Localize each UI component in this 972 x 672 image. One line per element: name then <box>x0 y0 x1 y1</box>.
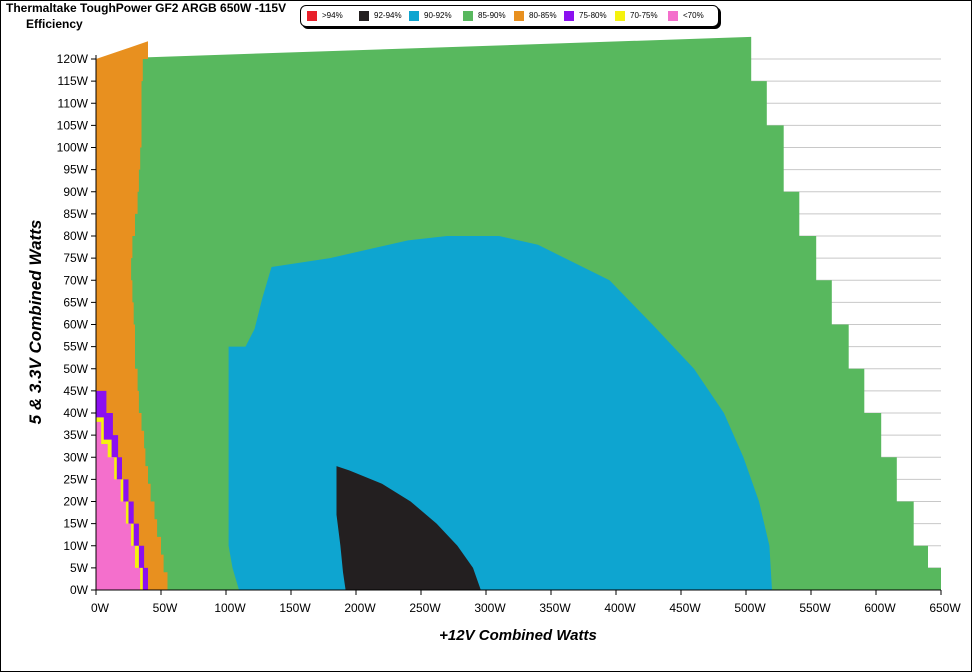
x-tick-label: 50W <box>153 601 178 615</box>
chart-title: Thermaltake ToughPower GF2 ARGB 650W -11… <box>6 1 287 15</box>
y-tick-label: 50W <box>63 362 88 376</box>
legend-swatch <box>615 11 625 21</box>
legend-label: 92-94% <box>374 11 402 20</box>
y-tick-label: 65W <box>63 295 88 309</box>
legend-label: >94% <box>322 11 343 20</box>
legend-label: <70% <box>683 11 704 20</box>
x-tick-label: 500W <box>734 601 766 615</box>
y-tick-label: 100W <box>57 141 89 155</box>
y-tick-label: 85W <box>63 207 88 221</box>
legend-swatch <box>668 11 678 21</box>
y-tick-label: 30W <box>63 450 88 464</box>
y-tick-label: 40W <box>63 406 88 420</box>
x-axis-title: +12V Combined Watts <box>439 627 597 644</box>
y-tick-label: 120W <box>57 52 89 66</box>
legend-swatch <box>307 11 317 21</box>
x-tick-label: 350W <box>539 601 571 615</box>
efficiency-regions <box>96 36 941 591</box>
legend-label: 75-80% <box>579 11 607 20</box>
region-92-94 <box>336 466 481 590</box>
y-tick-label: 45W <box>63 384 88 398</box>
y-tick-label: 15W <box>63 517 88 531</box>
legend-swatch <box>564 11 574 21</box>
x-tick-label: 400W <box>604 601 636 615</box>
y-tick-label: 80W <box>63 229 88 243</box>
legend: >94% 92-94% 90-92% 85-90% 80-85% 75-80% 70-75%… <box>300 5 719 27</box>
x-tick-label: 250W <box>409 601 441 615</box>
x-tick-label: 300W <box>474 601 506 615</box>
x-tick-label: 650W <box>929 601 961 615</box>
y-tick-label: 5W <box>70 561 89 575</box>
legend-label: 90-92% <box>424 11 452 20</box>
x-tick-label: 100W <box>214 601 246 615</box>
y-tick-labels: 0W 5W 10W 15W 20W 25W 30W 35W 40W 45W 50W 55W 60W 65W… <box>57 52 96 597</box>
axes <box>95 55 941 591</box>
y-tick-label: 105W <box>57 118 89 132</box>
y-tick-label: 10W <box>63 539 88 553</box>
y-tick-label: 115W <box>58 74 89 88</box>
region-70 <box>96 421 141 590</box>
legend-label: 80-85% <box>529 11 557 20</box>
legend-swatch <box>514 11 524 21</box>
x-tick-label: 450W <box>669 601 701 615</box>
y-tick-label: 0W <box>70 583 89 597</box>
legend-swatch <box>463 11 473 21</box>
y-tick-label: 95W <box>63 163 88 177</box>
y-tick-label: 70W <box>63 273 88 287</box>
legend-label: 85-90% <box>478 11 506 20</box>
y-tick-label: 55W <box>63 340 88 354</box>
y-tick-label: 25W <box>63 472 88 486</box>
x-tick-label: 0W <box>91 601 110 615</box>
legend-swatch <box>409 11 419 21</box>
legend-label: 70-75% <box>630 11 658 20</box>
chart-subtitle: Efficiency <box>26 17 83 31</box>
x-tick-label: 600W <box>864 601 896 615</box>
legend-swatch <box>359 11 369 21</box>
y-tick-label: 75W <box>63 251 88 265</box>
y-axis-title: 5 & 3.3V Combined Watts <box>26 220 45 425</box>
x-tick-labels: 0W 50W 100W 150W 200W 250W 300W 350W 400W 450W 500… <box>91 590 961 615</box>
y-tick-label: 90W <box>63 185 88 199</box>
x-tick-label: 200W <box>344 601 376 615</box>
y-tick-label: 35W <box>63 428 88 442</box>
y-tick-label: 20W <box>63 495 88 509</box>
x-tick-label: 150W <box>279 601 311 615</box>
x-tick-label: 550W <box>799 601 831 615</box>
y-tick-label: 60W <box>63 318 88 332</box>
y-tick-label: 110W <box>58 96 89 110</box>
